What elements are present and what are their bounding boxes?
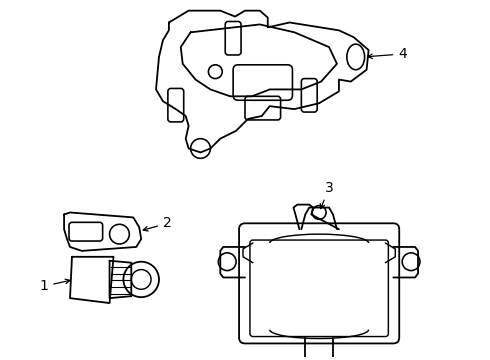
Text: 1: 1 [39, 279, 70, 293]
Text: 4: 4 [368, 47, 407, 61]
Text: 2: 2 [143, 216, 171, 231]
Text: 3: 3 [320, 181, 333, 208]
